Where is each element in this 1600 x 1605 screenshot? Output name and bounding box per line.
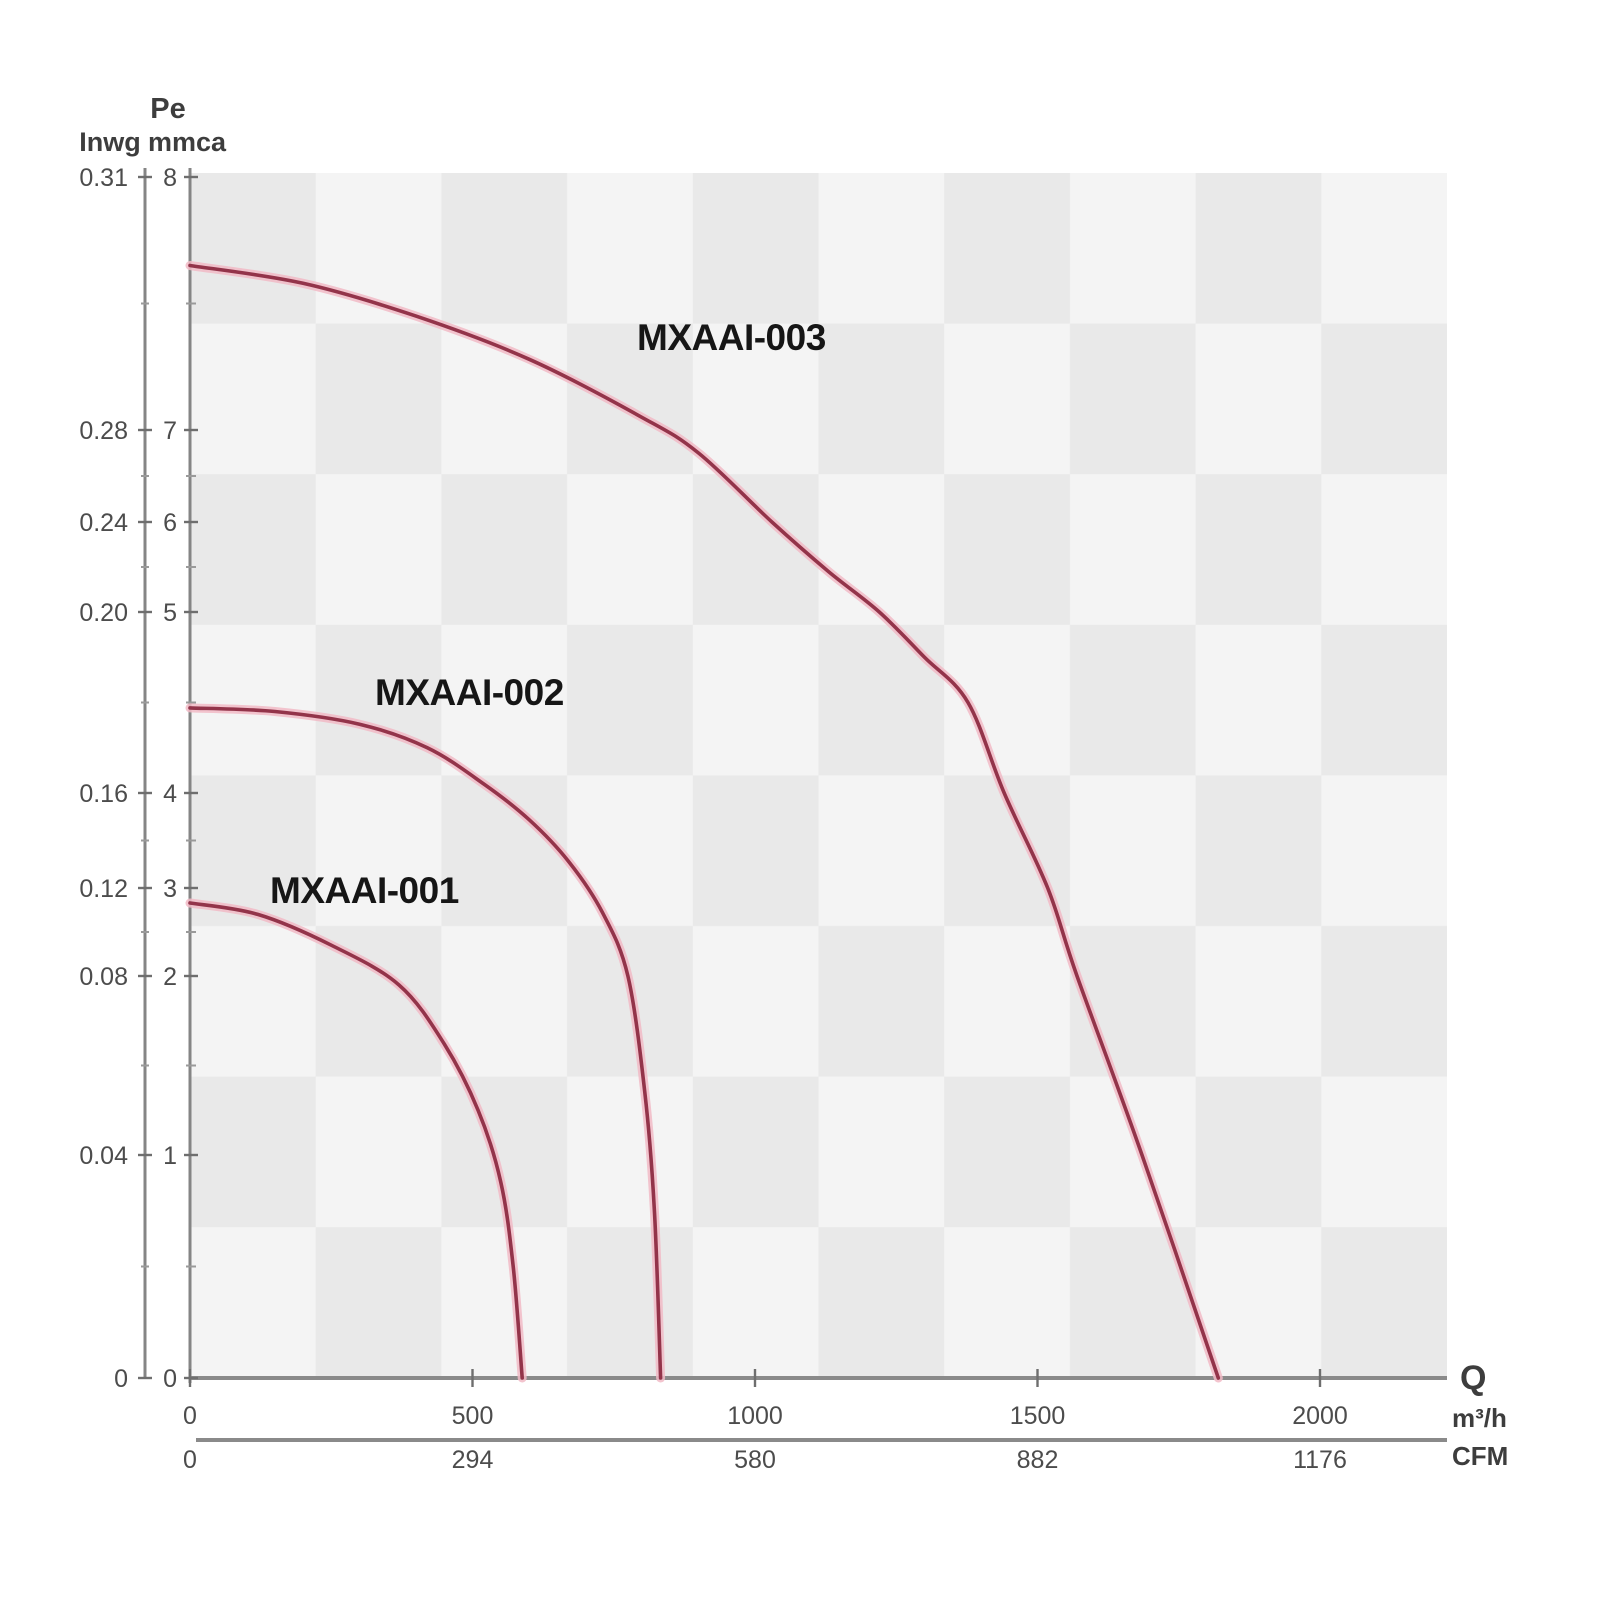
y-tick-label-mmca: 3 <box>163 875 177 903</box>
x-tick-label-cfm: 580 <box>734 1446 776 1474</box>
pressure-unit-inwg-label: Inwg <box>79 127 141 157</box>
curve-mxaai-003 <box>188 263 1221 1380</box>
y-tick-label-mmca: 1 <box>163 1142 177 1170</box>
x-tick-label-m3h: 0 <box>183 1402 197 1430</box>
curve-label-mxaai-002: MXAAI-002 <box>375 672 564 713</box>
y-tick-label-mmca: 7 <box>163 417 177 445</box>
x-tick-label-m3h: 2000 <box>1292 1402 1348 1430</box>
flow-unit-cfm-label: CFM <box>1452 1441 1508 1471</box>
y-tick-label-inwg: 0.24 <box>79 509 128 537</box>
y-tick-label-inwg: 0.20 <box>79 599 128 627</box>
plot-area-checkerboard <box>190 173 1447 1378</box>
y-tick-label-inwg: 0 <box>114 1365 128 1393</box>
y-tick-label-inwg: 0.12 <box>79 875 128 903</box>
y-tick-label-inwg: 0.28 <box>79 417 128 445</box>
y-tick-label-mmca: 0 <box>163 1365 177 1393</box>
flow-axis-title: Q <box>1460 1359 1486 1397</box>
curve-label-mxaai-001: MXAAI-001 <box>270 870 459 911</box>
x-tick-label-m3h: 1500 <box>1010 1402 1066 1430</box>
y-tick-label-mmca: 2 <box>163 963 177 991</box>
y-tick-label-mmca: 6 <box>163 509 177 537</box>
pressure-axis-title: Pe <box>150 93 185 125</box>
x-tick-label-cfm: 882 <box>1017 1446 1059 1474</box>
x-tick-label-cfm: 1176 <box>1293 1446 1347 1474</box>
y-tick-label-inwg: 0.08 <box>79 963 128 991</box>
x-tick-label-cfm: 0 <box>183 1446 197 1474</box>
y-tick-label-mmca: 4 <box>163 780 177 808</box>
y-tick-label-inwg: 0.31 <box>79 164 128 192</box>
y-tick-label-inwg: 0.16 <box>79 780 128 808</box>
x-tick-label-m3h: 1000 <box>727 1402 783 1430</box>
y-tick-label-mmca: 5 <box>163 599 177 627</box>
curve-mxaai-001 <box>188 901 524 1380</box>
flow-unit-m3h-label: m³/h <box>1452 1403 1507 1433</box>
x-tick-label-cfm: 294 <box>452 1446 494 1474</box>
pressure-unit-mmca-label: mmca <box>148 127 227 157</box>
x-tick-label-m3h: 500 <box>452 1402 494 1430</box>
generated-chart-content: 0.31 8 0.28 7 0.24 6 0.20 5 0.16 4 0.12 3 0.08 2 0.04 1… <box>79 164 1347 1474</box>
y-tick-label-inwg: 0.04 <box>79 1142 128 1170</box>
curve-mxaai-002 <box>188 706 663 1380</box>
curve-label-mxaai-003: MXAAI-003 <box>637 317 826 358</box>
y-tick-label-mmca: 8 <box>163 164 177 192</box>
